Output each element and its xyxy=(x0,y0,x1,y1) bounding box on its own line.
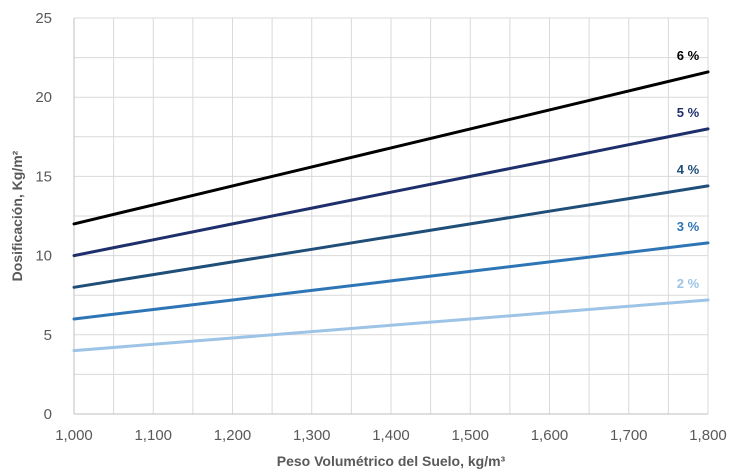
x-tick-label: 1,500 xyxy=(451,427,489,444)
y-tick-label: 5 xyxy=(44,327,52,344)
axes xyxy=(73,18,708,415)
y-tick-label: 0 xyxy=(44,406,52,423)
series-line-4-percent xyxy=(72,184,710,289)
y-tick-label: 10 xyxy=(35,248,52,265)
x-tick-label: 1,800 xyxy=(689,427,727,444)
x-axis-title: Peso Volumétrico del Suelo, kg/m³ xyxy=(277,453,506,469)
series-line-6-percent xyxy=(72,70,710,226)
series-label: 2 % xyxy=(677,276,700,291)
series-line-5-percent xyxy=(72,127,710,258)
series-line-2-percent xyxy=(72,298,710,353)
x-tick-label: 1,700 xyxy=(610,427,648,444)
series-label: 6 % xyxy=(677,48,700,63)
y-tick-label: 25 xyxy=(35,10,52,27)
series-label: 3 % xyxy=(677,219,700,234)
tick-labels: 1,000 1,100 1,200 1,300 1,400 1,500 1,600 1,700… xyxy=(35,10,726,444)
x-tick-label: 1,200 xyxy=(214,427,252,444)
x-tick-label: 1,100 xyxy=(134,427,172,444)
x-tick-label: 1,300 xyxy=(293,427,331,444)
y-tick-label: 20 xyxy=(35,89,52,106)
series-line-3-percent xyxy=(72,241,710,321)
series-lines xyxy=(72,70,710,353)
series-label: 5 % xyxy=(677,105,700,120)
y-axis-title: Dosificación, Kg/m² xyxy=(9,150,25,281)
x-tick-label: 1,600 xyxy=(531,427,569,444)
x-tick-label: 1,400 xyxy=(372,427,410,444)
x-tick-label: 1,000 xyxy=(55,427,93,444)
series-labels: 2 % 3 % 4 % 5 % 6 % xyxy=(677,48,700,291)
grid xyxy=(73,17,709,415)
y-tick-label: 15 xyxy=(35,168,52,185)
series-label: 4 % xyxy=(677,162,700,177)
